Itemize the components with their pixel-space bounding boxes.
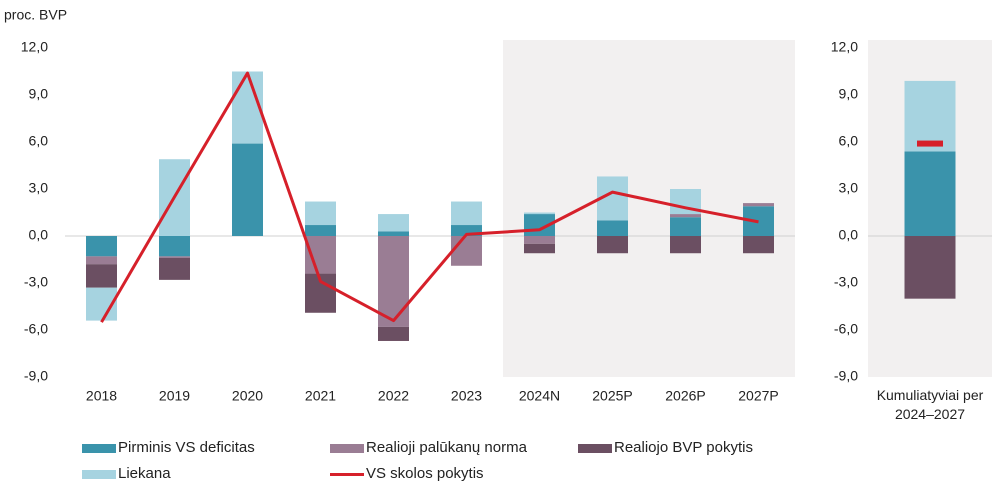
y-tick-label: -6,0	[24, 321, 48, 337]
bar-segment	[159, 236, 190, 257]
y-tick-label: 12,0	[831, 39, 858, 55]
y-tick-label: 0,0	[29, 227, 49, 243]
x-tick-label: 2020	[232, 388, 263, 404]
y-tick-label: -9,0	[834, 368, 858, 384]
legend-label: VS skolos pokytis	[366, 465, 484, 482]
x-tick-label: 2019	[159, 388, 190, 404]
y-axis-label: proc. BVP	[4, 7, 67, 23]
y-tick-label: -6,0	[834, 321, 858, 337]
y-tick-label: 3,0	[29, 180, 49, 196]
bar-segment	[524, 236, 555, 244]
bar-segment	[904, 236, 956, 299]
bar-segment	[305, 201, 336, 226]
bar-segment	[743, 236, 774, 254]
x-tick-label: 2026P	[665, 388, 705, 404]
legend-swatch	[82, 443, 116, 453]
bar-segment	[232, 71, 263, 144]
y-tick-label: -3,0	[834, 274, 858, 290]
legend-label: Realiojo BVP pokytis	[614, 439, 753, 456]
x-tick-label: 2025P	[592, 388, 632, 404]
legend-label: Realioji palūkanų norma	[366, 439, 527, 456]
legend-swatch	[578, 443, 612, 453]
bar-segment	[597, 236, 628, 254]
bar-segment	[86, 256, 117, 265]
bar-segment	[378, 214, 409, 232]
bar-segment	[159, 256, 190, 258]
bar-segment	[670, 236, 701, 254]
marker	[917, 140, 943, 147]
x-tick-label: 2024N	[519, 388, 560, 404]
y-tick-label: 6,0	[29, 133, 49, 149]
y-tick-label: 0,0	[839, 227, 859, 243]
y-tick-label: 9,0	[29, 86, 49, 102]
bar-segment	[86, 264, 117, 288]
bar-segment	[378, 236, 409, 327]
legend-label: Liekana	[118, 465, 171, 482]
bar-segment	[743, 203, 774, 207]
x-tick-label: 2021	[305, 388, 336, 404]
legend-swatch	[330, 443, 364, 453]
bar-segment	[232, 143, 263, 236]
bar-segment	[378, 231, 409, 236]
bar-segment	[524, 212, 555, 215]
y-tick-label: 9,0	[839, 86, 859, 102]
y-tick-label: 12,0	[21, 39, 48, 55]
bar-segment	[670, 217, 701, 236]
y-tick-label: -9,0	[24, 368, 48, 384]
line	[100, 71, 759, 323]
legend-swatch	[330, 472, 364, 476]
bar-segment	[597, 220, 628, 236]
x-tick-label: 2023	[451, 388, 482, 404]
bar-segment	[159, 257, 190, 280]
bar-segment	[670, 214, 701, 218]
y-tick-label: 3,0	[839, 180, 859, 196]
bar-segment	[378, 326, 409, 341]
bar-segment	[451, 201, 482, 226]
bar-segment	[86, 236, 117, 257]
y-tick-label: 6,0	[839, 133, 859, 149]
bar-segment	[524, 243, 555, 254]
y-tick-label: -3,0	[24, 274, 48, 290]
bar-segment	[451, 225, 482, 236]
x-tick-label: 2027P	[738, 388, 778, 404]
legend-swatch	[82, 469, 116, 479]
x-tick-label: Kumuliatyviai per 2024–2027	[876, 387, 984, 422]
x-tick-label: 2018	[86, 388, 117, 404]
x-tick-label: 2022	[378, 388, 409, 404]
bar-segment	[305, 225, 336, 236]
bar-segment	[904, 151, 956, 236]
bar-segment	[904, 80, 956, 152]
legend-label: Pirminis VS deficitas	[118, 439, 255, 456]
bar-segment	[451, 236, 482, 266]
